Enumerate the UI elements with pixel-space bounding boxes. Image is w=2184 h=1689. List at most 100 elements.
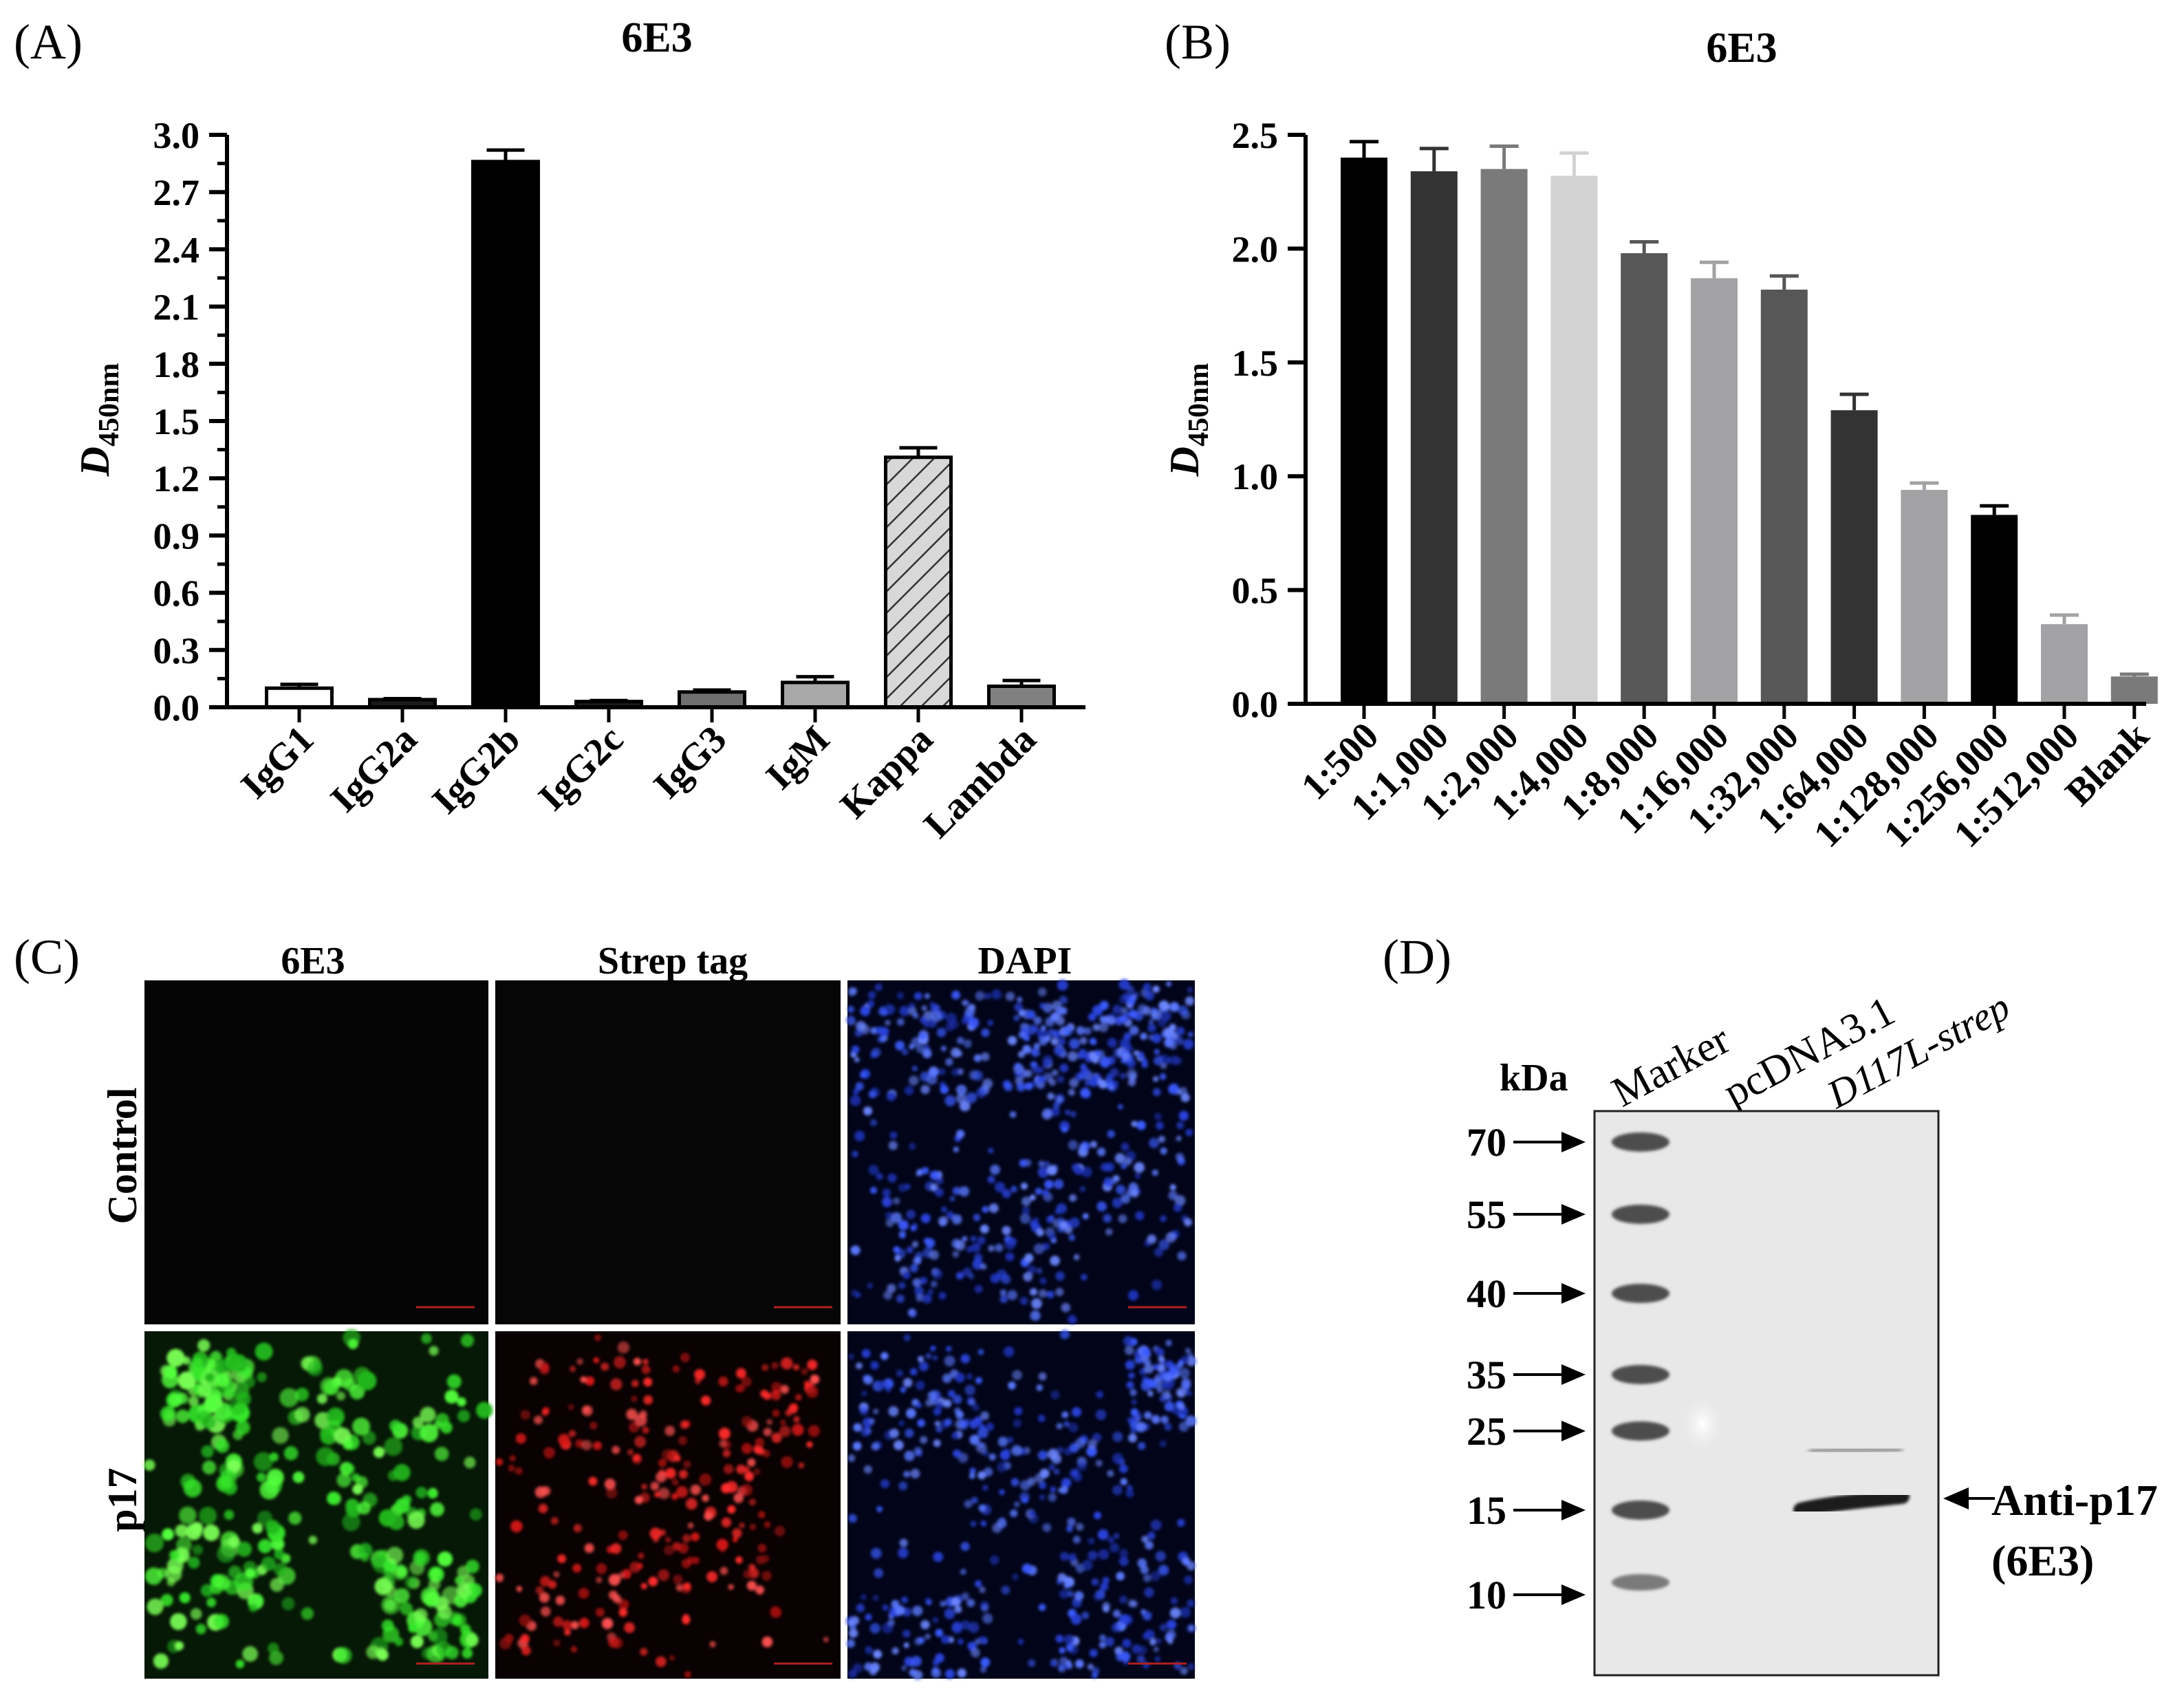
y-tick-label: 1.8 [153, 344, 200, 385]
panel-d-western-blot: (D) kDa Marker pcDNA3.1 D117L-strep 7055… [1383, 929, 2158, 1677]
bar-1-64-000 [1830, 410, 1878, 704]
panel-b-chart: (B) 6E3 D450nm 0.0 0.5 1.0 1.5 2.0 2.5 1:5001… [1162, 14, 2158, 856]
marker-label-25: 25 [1467, 1409, 1506, 1454]
y-tick-label: 0.6 [153, 573, 200, 614]
x-tick-label: IgG2c [530, 718, 631, 819]
marker-arrow-head [1561, 1500, 1586, 1520]
y-tick-label: 2.7 [153, 172, 200, 213]
ladder-band [1612, 1421, 1669, 1441]
bar-1-16-000 [1691, 278, 1738, 704]
ladder-band [1612, 1574, 1669, 1591]
y-tick-label: 1.2 [153, 458, 200, 499]
panel-label-d: (D) [1383, 929, 1451, 985]
marker-label-15: 15 [1467, 1488, 1506, 1533]
image-p17-strep [495, 1331, 841, 1679]
x-tick-label: Blank [2057, 714, 2158, 815]
chart-b-ylabel-main: D [1162, 447, 1207, 477]
ladder-band [1612, 1500, 1669, 1520]
y-tick-label: 3.0 [153, 115, 200, 156]
panel-a-chart: (A) 6E3 D450nm 0.0 0.3 0.6 0.9 1.2 1.5 1.8 2.1 2… [14, 14, 1085, 846]
x-tick-label: Lambda [916, 718, 1044, 846]
bar-1-2-000 [1480, 169, 1528, 704]
chart-b-y-ticks: 0.0 0.5 1.0 1.5 2.0 2.5 [1232, 115, 1306, 725]
x-tick-label: IgM [758, 718, 838, 797]
column-header-dapi: DAPI [978, 940, 1072, 982]
chart-b-bars [1341, 140, 2158, 704]
marker-arrow-head [1561, 1204, 1586, 1225]
bar-igg1 [265, 686, 334, 709]
marker-arrow-head [1561, 1132, 1586, 1152]
bar-igg3 [678, 690, 746, 709]
chart-a-ylabel-main: D [72, 447, 118, 477]
blot-membrane [1593, 1110, 1940, 1677]
chart-b-x-labels: 1:5001:1,0001:2,0001:4,0001:8,0001:16,00… [1293, 704, 2158, 856]
bar-1-1-000 [1410, 171, 1458, 704]
image-p17-dapi [845, 1329, 1197, 1681]
row-label-p17: p17 [100, 1467, 145, 1531]
image-control-strep [495, 980, 841, 1324]
x-tick-label: IgG2b [424, 718, 529, 822]
panel-label-a: (A) [14, 14, 83, 69]
band-label-anti-p17: Anti-p17 [1991, 1476, 2158, 1525]
marker-label-70: 70 [1467, 1120, 1506, 1165]
bar-1-128-000 [1901, 490, 1948, 704]
marker-arrows: 70 55 40 35 25 15 10 [1467, 1120, 1586, 1617]
panel-label-b: (B) [1165, 14, 1231, 69]
column-header-strep-tag: Strep tag [598, 940, 748, 982]
panel-c-immunofluorescence: (C) 6E3 Strep tag DAPI Control p17 [14, 929, 1197, 1681]
marker-arrow-head [1561, 1584, 1586, 1605]
x-tick-label: IgG2a [323, 718, 425, 820]
marker-label-35: 35 [1467, 1353, 1506, 1397]
image-control-dapi [846, 978, 1195, 1324]
bar-lambda [987, 684, 1056, 709]
target-band [1793, 1489, 1910, 1518]
bar-kappa [884, 455, 953, 709]
marker-arrow-head [1561, 1421, 1586, 1441]
marker-label-55: 55 [1467, 1192, 1506, 1237]
bar-1-256-000 [1971, 515, 2018, 704]
ladder-band [1612, 1365, 1669, 1384]
chart-a-ylabel-sub: 450nm [94, 363, 125, 447]
y-tick-label: 2.0 [1232, 228, 1279, 270]
y-tick-label: 1.5 [153, 401, 200, 442]
chart-a-title: 6E3 [621, 14, 692, 61]
ladder-band [1612, 1284, 1669, 1303]
chart-b-title: 6E3 [1706, 25, 1777, 72]
chart-a-y-ticks: 0.0 0.3 0.6 0.9 1.2 1.5 1.8 2.1 2.4 2.7 3.0 [153, 115, 227, 729]
marker-arrow-head [1561, 1364, 1586, 1385]
chart-b-ylabel: D450nm [1162, 363, 1215, 477]
y-tick-label: 2.5 [1232, 115, 1279, 156]
marker-arrow-head [1561, 1283, 1586, 1304]
y-tick-label: 0.9 [153, 515, 200, 557]
y-tick-label: 1.5 [1232, 343, 1279, 384]
y-tick-label: 0.5 [1232, 570, 1279, 612]
bar-1-8-000 [1621, 253, 1668, 704]
marker-label-40: 40 [1467, 1271, 1506, 1316]
chart-a-bars [265, 148, 1056, 709]
y-tick-label: 0.0 [153, 687, 200, 729]
bar-igg2b [471, 160, 540, 709]
x-tick-label: IgG3 [646, 718, 735, 807]
band-annotation: Anti-p17 (6E3) [1943, 1476, 2158, 1585]
lane-label-marker: Marker [1605, 1015, 1738, 1116]
marker-label-10: 10 [1467, 1573, 1506, 1617]
band-label-6e3: (6E3) [1991, 1536, 2094, 1585]
row-label-control: Control [100, 1088, 145, 1225]
bar-blank [2110, 676, 2158, 704]
y-tick-label: 2.4 [153, 229, 200, 270]
bar-igm [781, 680, 850, 709]
bar-1-4-000 [1550, 175, 1598, 704]
x-tick-label: IgG1 [233, 718, 323, 807]
panel-label-c: (C) [14, 929, 80, 985]
y-tick-label: 2.1 [153, 287, 200, 328]
image-p17-6e3 [144, 1328, 493, 1679]
y-tick-label: 1.0 [1232, 456, 1279, 497]
y-tick-label: 0.0 [1232, 684, 1279, 725]
ladder-band [1612, 1132, 1669, 1152]
chart-a-ylabel: D450nm [72, 363, 125, 477]
bar-1-500 [1341, 158, 1387, 704]
image-control-6e3 [144, 980, 488, 1324]
chart-b-ylabel-sub: 450nm [1183, 363, 1215, 447]
